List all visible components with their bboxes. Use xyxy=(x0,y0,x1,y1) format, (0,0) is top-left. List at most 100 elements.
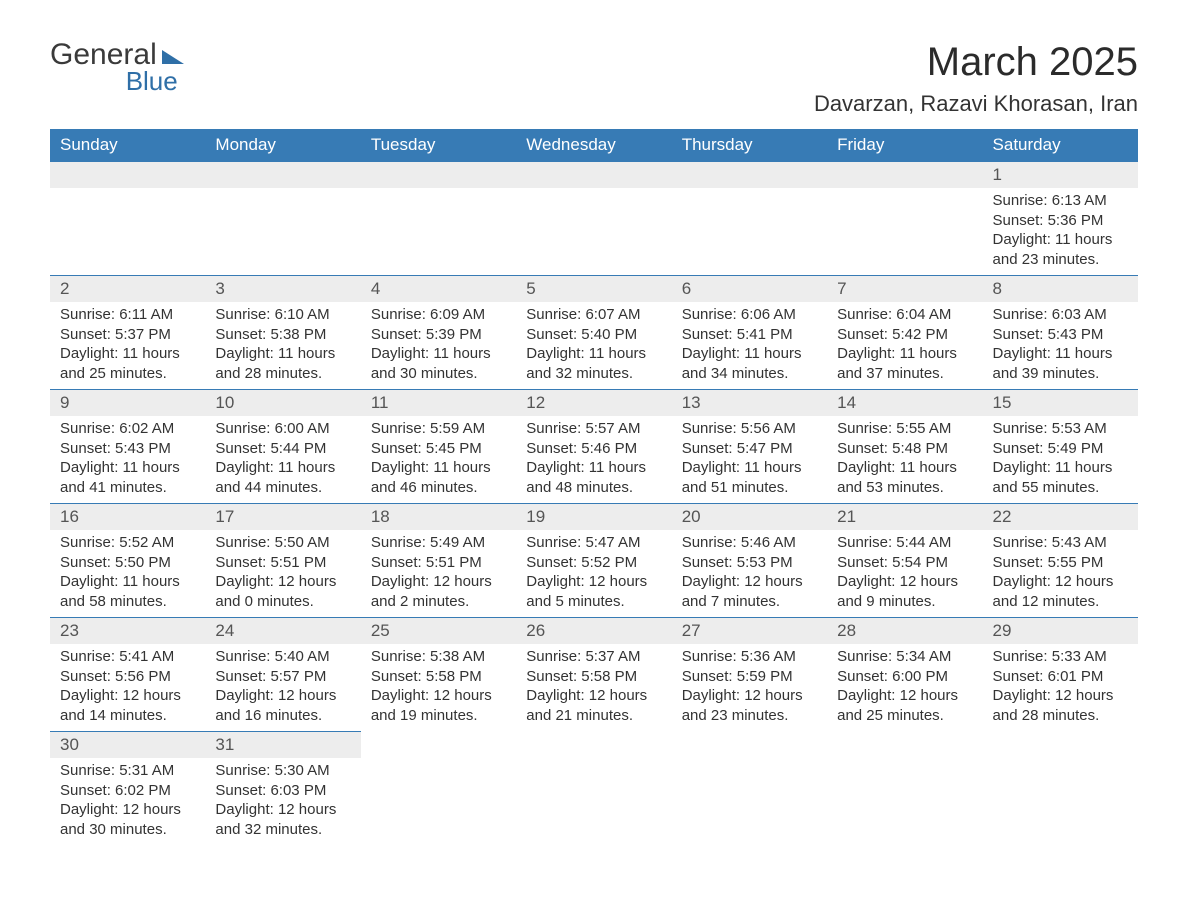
sunrise-line: Sunrise: 6:03 AM xyxy=(993,305,1128,325)
sunrise-line: Sunrise: 6:07 AM xyxy=(526,305,661,325)
calendar-empty-cell xyxy=(361,732,516,846)
empty-daynum xyxy=(827,162,982,188)
sunrise-line: Sunrise: 6:00 AM xyxy=(215,419,350,439)
daylight-line: Daylight: 12 hours and 32 minutes. xyxy=(215,800,350,839)
sunset-line: Sunset: 5:36 PM xyxy=(993,211,1128,231)
empty-body xyxy=(205,188,360,266)
sunset-line: Sunset: 5:50 PM xyxy=(60,553,195,573)
daylight-line: Daylight: 12 hours and 25 minutes. xyxy=(837,686,972,725)
day-details: Sunrise: 6:07 AMSunset: 5:40 PMDaylight:… xyxy=(516,302,671,389)
empty-body xyxy=(361,188,516,266)
sunrise-line: Sunrise: 5:44 AM xyxy=(837,533,972,553)
weekday-header: Wednesday xyxy=(516,129,671,162)
calendar-empty-cell xyxy=(672,732,827,846)
day-number: 21 xyxy=(827,504,982,530)
day-number: 20 xyxy=(672,504,827,530)
sunset-line: Sunset: 5:58 PM xyxy=(526,667,661,687)
sunset-line: Sunset: 5:39 PM xyxy=(371,325,506,345)
sunset-line: Sunset: 5:41 PM xyxy=(682,325,817,345)
empty-daynum xyxy=(205,162,360,188)
sunrise-line: Sunrise: 5:47 AM xyxy=(526,533,661,553)
calendar-day-cell: 24Sunrise: 5:40 AMSunset: 5:57 PMDayligh… xyxy=(205,618,360,732)
sunrise-line: Sunrise: 6:04 AM xyxy=(837,305,972,325)
calendar-day-cell: 7Sunrise: 6:04 AMSunset: 5:42 PMDaylight… xyxy=(827,276,982,390)
calendar-empty-cell xyxy=(827,732,982,846)
day-details: Sunrise: 5:57 AMSunset: 5:46 PMDaylight:… xyxy=(516,416,671,503)
sunset-line: Sunset: 5:46 PM xyxy=(526,439,661,459)
daylight-line: Daylight: 11 hours and 51 minutes. xyxy=(682,458,817,497)
sunset-line: Sunset: 5:58 PM xyxy=(371,667,506,687)
sunset-line: Sunset: 5:43 PM xyxy=(993,325,1128,345)
sunset-line: Sunset: 5:53 PM xyxy=(682,553,817,573)
daylight-line: Daylight: 12 hours and 7 minutes. xyxy=(682,572,817,611)
day-details: Sunrise: 5:47 AMSunset: 5:52 PMDaylight:… xyxy=(516,530,671,617)
calendar-day-cell: 20 Sunrise: 5:46 AMSunset: 5:53 PMDayligh… xyxy=(672,504,827,618)
day-number: 27 xyxy=(672,618,827,644)
calendar-day-cell: 25Sunrise: 5:38 AMSunset: 5:58 PMDayligh… xyxy=(361,618,516,732)
calendar-day-cell: 30Sunrise: 5:31 AMSunset: 6:02 PMDayligh… xyxy=(50,732,205,846)
calendar-week-row: 30Sunrise: 5:31 AMSunset: 6:02 PMDayligh… xyxy=(50,732,1138,846)
sunrise-line: Sunrise: 5:52 AM xyxy=(60,533,195,553)
calendar-day-cell: 27Sunrise: 5:36 AMSunset: 5:59 PMDayligh… xyxy=(672,618,827,732)
empty-daynum xyxy=(361,162,516,188)
calendar-week-row: 1Sunrise: 6:13 AMSunset: 5:36 PMDaylight… xyxy=(50,162,1138,276)
daylight-line: Daylight: 11 hours and 34 minutes. xyxy=(682,344,817,383)
day-number: 8 xyxy=(983,276,1138,302)
empty-body xyxy=(516,188,671,266)
sunrise-line: Sunrise: 6:11 AM xyxy=(60,305,195,325)
calendar-empty-cell xyxy=(516,732,671,846)
day-number: 31 xyxy=(205,732,360,758)
location-subtitle: Davarzan, Razavi Khorasan, Iran xyxy=(814,91,1138,117)
daylight-line: Daylight: 12 hours and 30 minutes. xyxy=(60,800,195,839)
daylight-line: Daylight: 12 hours and 9 minutes. xyxy=(837,572,972,611)
calendar-body: 1Sunrise: 6:13 AMSunset: 5:36 PMDaylight… xyxy=(50,162,1138,846)
header: General Blue March 2025 Davarzan, Razavi… xyxy=(50,40,1138,117)
day-number: 14 xyxy=(827,390,982,416)
logo: General Blue xyxy=(50,40,184,94)
day-number: 25 xyxy=(361,618,516,644)
day-number: 3 xyxy=(205,276,360,302)
day-details: Sunrise: 6:04 AMSunset: 5:42 PMDaylight:… xyxy=(827,302,982,389)
calendar-week-row: 16Sunrise: 5:52 AMSunset: 5:50 PMDayligh… xyxy=(50,504,1138,618)
sunrise-line: Sunrise: 5:46 AM xyxy=(682,533,817,553)
day-details: Sunrise: 5:56 AMSunset: 5:47 PMDaylight:… xyxy=(672,416,827,503)
calendar-day-cell: 29Sunrise: 5:33 AMSunset: 6:01 PMDayligh… xyxy=(983,618,1138,732)
calendar-week-row: 9Sunrise: 6:02 AMSunset: 5:43 PMDaylight… xyxy=(50,390,1138,504)
daylight-line: Daylight: 11 hours and 53 minutes. xyxy=(837,458,972,497)
day-number: 16 xyxy=(50,504,205,530)
sunset-line: Sunset: 5:40 PM xyxy=(526,325,661,345)
day-details: Sunrise: 5:43 AMSunset: 5:55 PMDaylight:… xyxy=(983,530,1138,617)
day-number: 10 xyxy=(205,390,360,416)
sunset-line: Sunset: 5:52 PM xyxy=(526,553,661,573)
day-details: Sunrise: 5:31 AMSunset: 6:02 PMDaylight:… xyxy=(50,758,205,845)
calendar-day-cell: 13Sunrise: 5:56 AMSunset: 5:47 PMDayligh… xyxy=(672,390,827,504)
daylight-line: Daylight: 11 hours and 58 minutes. xyxy=(60,572,195,611)
sunset-line: Sunset: 5:45 PM xyxy=(371,439,506,459)
day-details: Sunrise: 5:33 AMSunset: 6:01 PMDaylight:… xyxy=(983,644,1138,731)
weekday-header: Sunday xyxy=(50,129,205,162)
daylight-line: Daylight: 11 hours and 44 minutes. xyxy=(215,458,350,497)
day-number: 4 xyxy=(361,276,516,302)
sunset-line: Sunset: 5:51 PM xyxy=(371,553,506,573)
sunrise-line: Sunrise: 5:53 AM xyxy=(993,419,1128,439)
daylight-line: Daylight: 11 hours and 28 minutes. xyxy=(215,344,350,383)
sunrise-line: Sunrise: 6:02 AM xyxy=(60,419,195,439)
day-details: Sunrise: 5:44 AMSunset: 5:54 PMDaylight:… xyxy=(827,530,982,617)
calendar-day-cell: 3Sunrise: 6:10 AMSunset: 5:38 PMDaylight… xyxy=(205,276,360,390)
day-details: Sunrise: 5:55 AMSunset: 5:48 PMDaylight:… xyxy=(827,416,982,503)
day-number: 18 xyxy=(361,504,516,530)
day-details: Sunrise: 5:30 AMSunset: 6:03 PMDaylight:… xyxy=(205,758,360,845)
day-details: Sunrise: 6:11 AMSunset: 5:37 PMDaylight:… xyxy=(50,302,205,389)
weekday-header: Saturday xyxy=(983,129,1138,162)
day-details: Sunrise: 5:59 AMSunset: 5:45 PMDaylight:… xyxy=(361,416,516,503)
sunset-line: Sunset: 5:42 PM xyxy=(837,325,972,345)
calendar-day-cell: 16Sunrise: 5:52 AMSunset: 5:50 PMDayligh… xyxy=(50,504,205,618)
sunrise-line: Sunrise: 5:31 AM xyxy=(60,761,195,781)
sunset-line: Sunset: 5:54 PM xyxy=(837,553,972,573)
daylight-line: Daylight: 12 hours and 16 minutes. xyxy=(215,686,350,725)
day-number: 11 xyxy=(361,390,516,416)
sunrise-line: Sunrise: 5:37 AM xyxy=(526,647,661,667)
day-details: Sunrise: 6:06 AMSunset: 5:41 PMDaylight:… xyxy=(672,302,827,389)
calendar-day-cell: 14Sunrise: 5:55 AMSunset: 5:48 PMDayligh… xyxy=(827,390,982,504)
day-details: Sunrise: 5:52 AMSunset: 5:50 PMDaylight:… xyxy=(50,530,205,617)
